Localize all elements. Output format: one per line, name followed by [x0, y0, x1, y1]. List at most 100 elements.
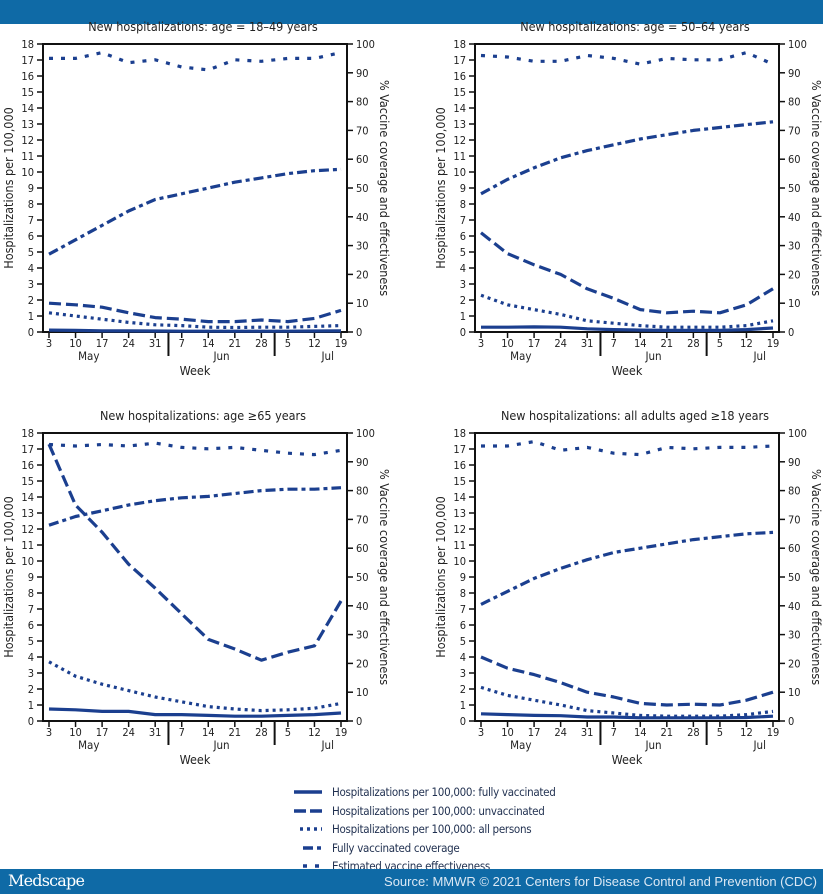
x-tick-label: 14: [202, 337, 215, 350]
right-tick-label: 30: [356, 240, 369, 253]
left-tick-label: 14: [453, 491, 466, 504]
left-axis-label: Hospitalizations per 100,000: [433, 107, 448, 269]
left-tick-label: 13: [453, 507, 466, 520]
right-tick-label: 10: [788, 686, 801, 699]
legend-swatch-dashed: [294, 809, 322, 813]
left-tick-label: 11: [21, 539, 34, 552]
left-tick-label: 16: [453, 459, 466, 472]
left-tick-label: 13: [21, 118, 34, 131]
series-line-unvaccinated: [48, 301, 342, 324]
month-label: Jul: [752, 738, 765, 752]
header-bar: [0, 0, 823, 24]
right-tick-label: 80: [788, 485, 801, 498]
left-tick-label: 14: [453, 102, 466, 115]
series-line-vaccine-effectiveness: [49, 50, 342, 72]
left-tick-label: 3: [28, 278, 34, 291]
left-tick-label: 6: [460, 230, 466, 243]
legend: Hospitalizations per 100,000: fully vacc…: [294, 783, 556, 876]
x-tick-label: 10: [69, 726, 82, 739]
left-tick-label: 1: [28, 699, 34, 712]
right-tick-label: 30: [788, 629, 801, 642]
left-tick-label: 4: [28, 262, 34, 275]
legend-swatch-dash-dot: [303, 846, 322, 850]
x-tick-label: 10: [69, 337, 82, 350]
x-tick-label: 17: [96, 337, 109, 350]
right-tick-label: 60: [788, 542, 801, 555]
left-tick-label: 12: [21, 523, 34, 536]
series-line-fully-vaccinated: [481, 325, 774, 332]
legend-label: Hospitalizations per 100,000: unvaccinat…: [332, 803, 545, 818]
left-tick-label: 17: [453, 54, 466, 67]
legend-item: Hospitalizations per 100,000: fully vacc…: [294, 783, 556, 802]
month-label: Jul: [320, 738, 333, 752]
series-line-unvaccinated: [480, 231, 774, 315]
left-tick-label: 12: [453, 523, 466, 536]
right-axis-label: % Vaccine coverage and effectiveness: [809, 469, 823, 685]
right-tick-label: 70: [788, 124, 801, 137]
right-tick-label: 0: [788, 326, 794, 339]
series-line-all-persons: [480, 685, 774, 718]
left-tick-label: 8: [460, 587, 466, 600]
left-tick-label: 15: [453, 475, 466, 488]
x-tick-label: 28: [687, 726, 700, 739]
left-tick-label: 3: [460, 667, 466, 680]
x-tick-label: 14: [634, 726, 647, 739]
right-tick-label: 70: [356, 124, 369, 137]
x-axis-label: Week: [180, 363, 211, 378]
left-tick-label: 11: [21, 150, 34, 163]
right-tick-label: 0: [788, 715, 794, 728]
month-label: May: [78, 738, 99, 752]
right-tick-label: 60: [356, 542, 369, 555]
left-tick-label: 16: [21, 70, 34, 83]
series-line-coverage: [48, 167, 342, 256]
series-line-all-persons: [480, 293, 774, 329]
left-tick-label: 18: [21, 38, 34, 51]
x-tick-label: 3: [46, 726, 52, 739]
chart-title: New hospitalizations: age = 50–64 years: [520, 19, 750, 34]
x-tick-label: 24: [122, 337, 135, 350]
left-tick-label: 9: [28, 182, 34, 195]
right-tick-label: 0: [356, 326, 362, 339]
series-line-unvaccinated: [480, 655, 774, 707]
left-tick-label: 7: [28, 214, 34, 227]
x-axis-label: Week: [180, 752, 211, 767]
x-tick-label: 10: [501, 337, 514, 350]
left-tick-label: 14: [21, 491, 34, 504]
chart-title: New hospitalizations: all adults aged ≥1…: [501, 408, 769, 423]
left-tick-label: 11: [453, 539, 466, 552]
right-tick-label: 100: [356, 427, 375, 440]
left-tick-label: 11: [453, 150, 466, 163]
left-tick-label: 16: [453, 70, 466, 83]
x-axis-label: Week: [612, 363, 643, 378]
right-tick-label: 20: [356, 268, 369, 281]
series-line-all-persons: [48, 311, 342, 330]
left-tick-label: 13: [21, 507, 34, 520]
left-tick-label: 0: [460, 326, 466, 339]
series-line-fully-vaccinated: [48, 707, 342, 718]
x-tick-label: 24: [554, 726, 567, 739]
x-tick-label: 31: [581, 726, 594, 739]
x-tick-label: 12: [740, 726, 753, 739]
legend-label: Hospitalizations per 100,000: fully vacc…: [332, 785, 556, 800]
right-tick-label: 40: [788, 600, 801, 613]
left-axis-label: Hospitalizations per 100,000: [433, 496, 448, 658]
x-tick-label: 19: [767, 726, 780, 739]
month-label: Jul: [320, 349, 333, 363]
series-line-vaccine-effectiveness: [480, 50, 774, 66]
right-tick-label: 80: [356, 485, 369, 498]
series-line-coverage: [480, 120, 774, 196]
left-tick-label: 5: [28, 246, 34, 259]
right-tick-label: 20: [788, 657, 801, 670]
x-tick-label: 17: [96, 726, 109, 739]
series-line-all-persons: [48, 660, 342, 713]
left-tick-label: 18: [453, 427, 466, 440]
x-tick-label: 21: [229, 337, 242, 350]
left-tick-label: 2: [28, 294, 34, 307]
left-tick-label: 8: [28, 198, 34, 211]
right-tick-label: 80: [788, 96, 801, 109]
series-line-vaccine-effectiveness: [481, 440, 774, 457]
left-tick-label: 18: [453, 38, 466, 51]
month-label: May: [510, 349, 531, 363]
left-tick-label: 10: [21, 555, 34, 568]
x-tick-label: 17: [528, 726, 541, 739]
